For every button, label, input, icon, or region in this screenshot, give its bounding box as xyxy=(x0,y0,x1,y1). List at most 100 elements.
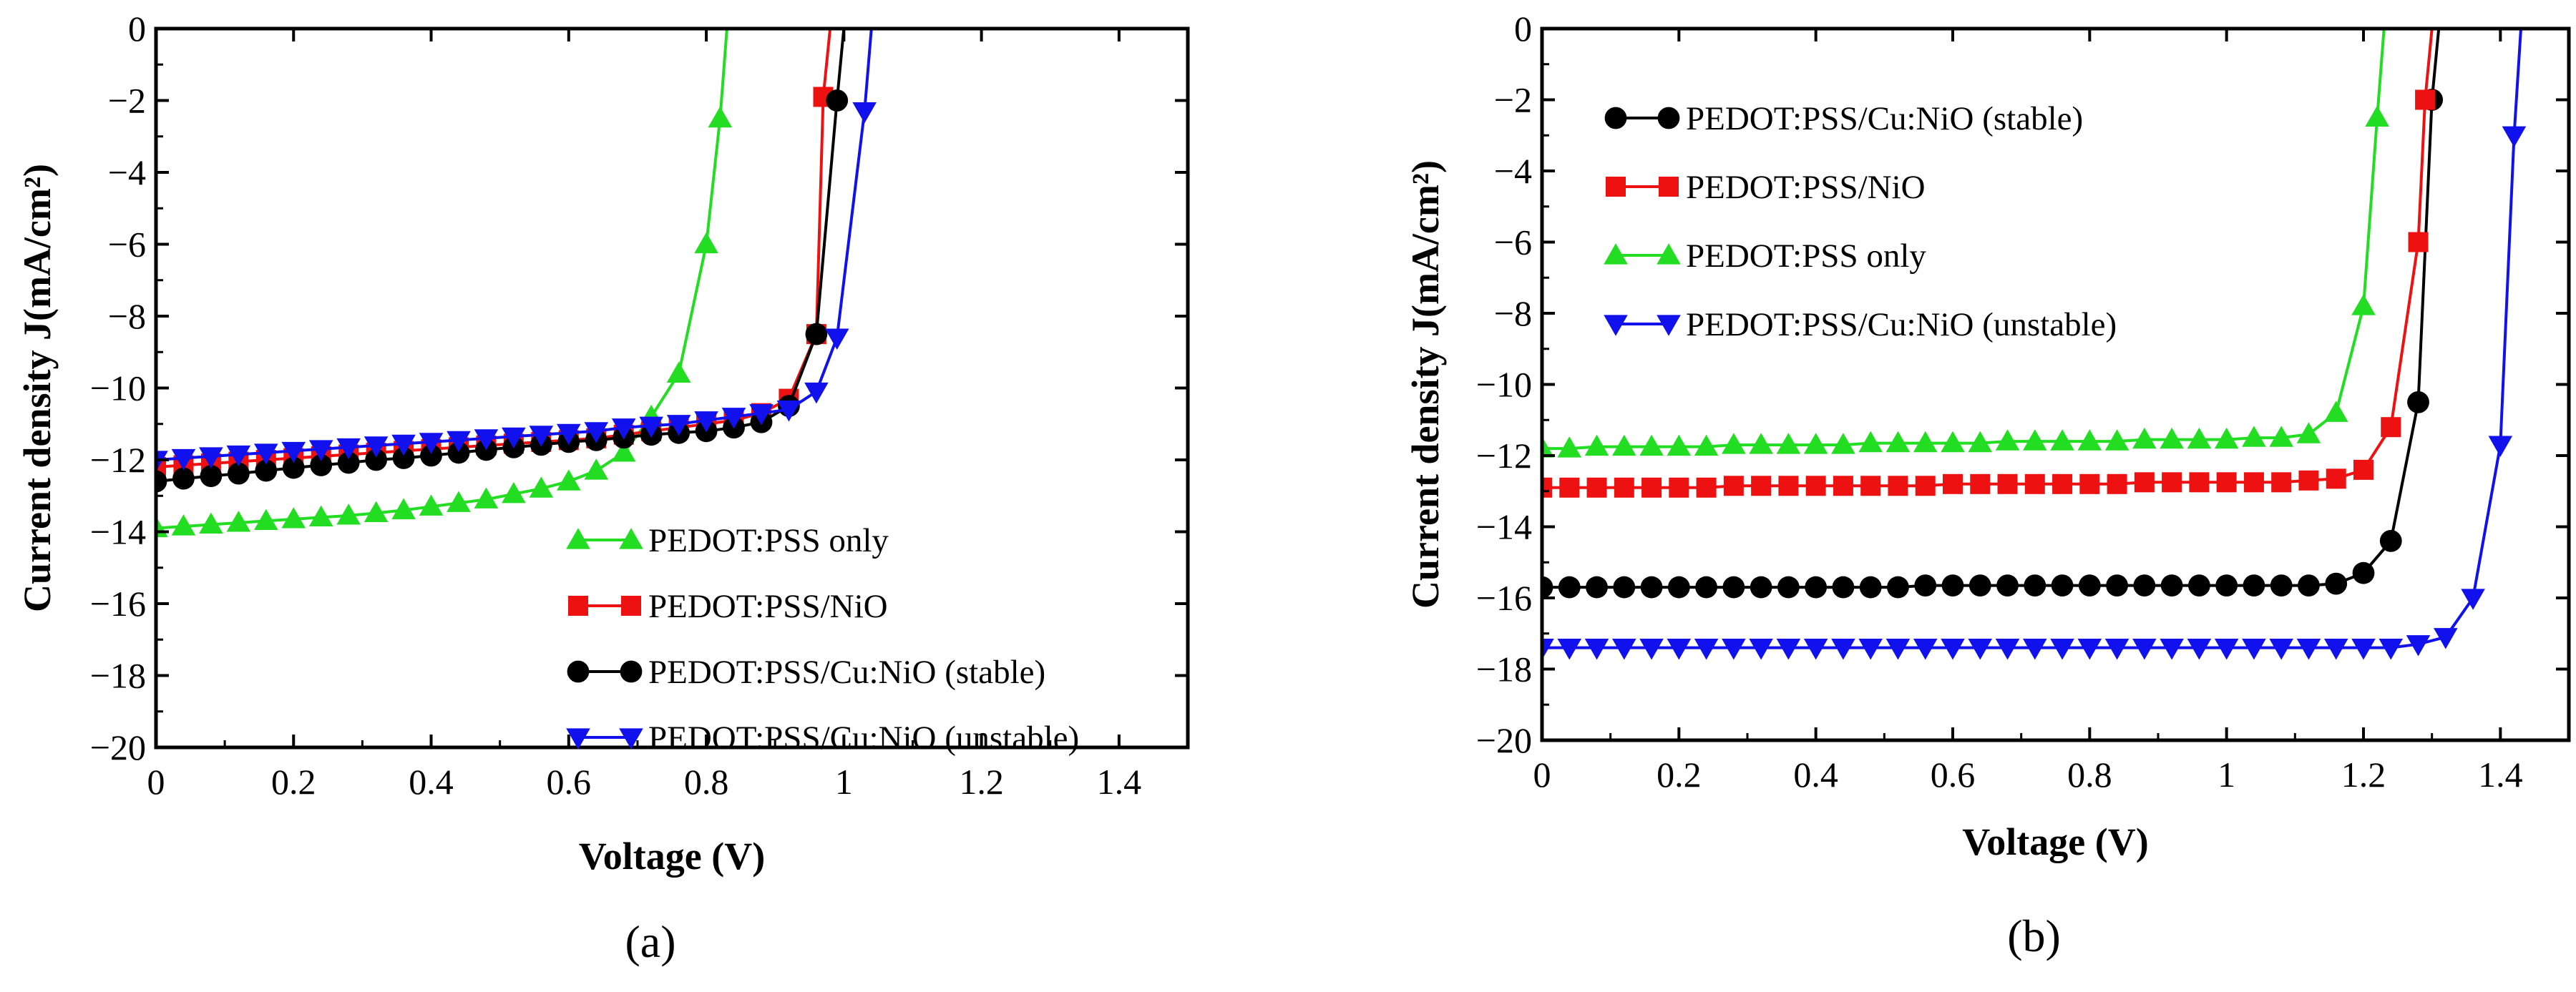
data-point xyxy=(1542,436,1554,458)
data-point xyxy=(1696,477,1717,498)
series-line xyxy=(1542,29,2386,451)
data-point xyxy=(1558,576,1581,599)
data-point xyxy=(2326,468,2346,489)
data-point xyxy=(2298,574,2320,596)
data-point xyxy=(639,416,663,438)
data-point xyxy=(1542,477,1552,498)
data-point xyxy=(1803,433,1828,454)
data-point xyxy=(2271,472,2292,493)
data-point xyxy=(2352,561,2375,584)
x-tick-label: 0 xyxy=(1533,755,1551,795)
data-point xyxy=(1833,476,1853,496)
data-point xyxy=(2215,574,2238,596)
data-point xyxy=(1778,476,1799,496)
data-point xyxy=(1667,639,1692,660)
data-point xyxy=(2104,429,2129,451)
data-point xyxy=(474,429,499,451)
data-point xyxy=(2187,427,2212,449)
data-point xyxy=(2132,427,2157,449)
y-tick-label: −2 xyxy=(1494,80,1532,120)
data-point xyxy=(1859,576,1882,599)
y-tick-label: −6 xyxy=(108,225,146,265)
legend-marker xyxy=(1604,315,1628,336)
series-2 xyxy=(156,29,849,493)
data-point xyxy=(420,444,442,467)
legend-label: PEDOT:PSS/Cu:NiO (stable) xyxy=(1686,100,2083,137)
data-point xyxy=(156,470,167,493)
data-point xyxy=(1722,639,1746,660)
chart-panel-a: 0 0.2 0.4 0.6 0.8 1 1.2 1.4 0 −2 −4 −6 −8 −10 −12 −14 −1… xyxy=(16,9,1190,967)
x-tick-label: 1.4 xyxy=(2478,755,2523,795)
x-tick-label: 1.2 xyxy=(959,762,1004,802)
data-point xyxy=(2077,429,2102,451)
data-point xyxy=(2050,429,2074,451)
data-point xyxy=(336,504,361,525)
x-tick-label: 0.2 xyxy=(1657,755,1702,795)
legend-entry: PEDOT:PSS/Cu:NiO (stable) xyxy=(567,654,1045,691)
data-point xyxy=(1803,639,1828,660)
data-point xyxy=(1557,436,1582,458)
data-point xyxy=(666,415,691,436)
data-point xyxy=(2488,436,2513,457)
data-point xyxy=(364,501,389,522)
data-point xyxy=(584,422,609,443)
data-point xyxy=(364,436,389,458)
data-point xyxy=(2051,574,2074,596)
data-point xyxy=(708,106,733,128)
y-tick-label: −14 xyxy=(90,512,146,552)
data-point xyxy=(1968,574,1991,596)
y-tick-label: −20 xyxy=(1476,720,1532,760)
data-point xyxy=(1888,476,1908,496)
data-point xyxy=(1669,477,1689,498)
data-point xyxy=(1586,576,1608,599)
data-point xyxy=(826,89,849,112)
data-point xyxy=(2415,89,2436,110)
legend-marker xyxy=(1659,177,1679,197)
data-point xyxy=(502,427,526,449)
data-point xyxy=(1750,576,1772,599)
data-point xyxy=(2132,639,2157,660)
data-point xyxy=(2406,635,2431,657)
data-point xyxy=(1667,434,1692,456)
data-point xyxy=(1832,576,1855,599)
data-point xyxy=(1995,639,2020,660)
data-point xyxy=(2325,572,2348,595)
legend-label: PEDOT:PSS/Cu:NiO (stable) xyxy=(648,654,1045,691)
data-point xyxy=(447,491,471,512)
data-point xyxy=(1722,576,1745,599)
data-point xyxy=(254,443,278,465)
legend-marker xyxy=(620,660,643,683)
data-point xyxy=(1584,434,1609,456)
data-point xyxy=(2189,472,2210,493)
y-tick-label: −4 xyxy=(1494,151,1532,191)
data-point xyxy=(2351,639,2376,660)
y-tick-label: −16 xyxy=(1476,578,1532,618)
x-tick-label: 0.6 xyxy=(547,762,592,802)
data-point xyxy=(308,505,333,526)
data-point xyxy=(1995,429,2020,451)
data-point xyxy=(557,423,581,446)
legend-marker xyxy=(567,660,590,683)
data-point xyxy=(2078,574,2101,596)
data-point xyxy=(2408,232,2429,252)
legend: PEDOT:PSS/Cu:NiO (stable) PEDOT:PSS/NiO PE… xyxy=(1604,100,2117,343)
data-point xyxy=(171,514,196,536)
data-point xyxy=(2351,294,2376,315)
data-point xyxy=(2269,639,2293,660)
legend-label: PEDOT:PSS only xyxy=(648,522,889,559)
legend-entry: PEDOT:PSS/Cu:NiO (unstable) xyxy=(1604,306,2117,343)
y-tick-label: −6 xyxy=(1494,222,1532,262)
data-point xyxy=(2024,473,2045,494)
data-point xyxy=(254,509,278,531)
data-point xyxy=(2243,472,2264,493)
chart-panel-b: 0 0.2 0.4 0.6 0.8 1 1.2 1.4 0 −2 −4 −6 −8 −10 −12 −14 −1… xyxy=(1404,9,2571,961)
data-point xyxy=(1858,431,1883,453)
data-point xyxy=(1751,476,1772,496)
data-point xyxy=(281,441,306,463)
data-point xyxy=(1914,574,1937,596)
legend-marker xyxy=(621,596,641,616)
data-point xyxy=(2270,574,2293,596)
data-point xyxy=(282,456,305,479)
data-point xyxy=(337,451,360,474)
data-point xyxy=(2160,574,2183,596)
